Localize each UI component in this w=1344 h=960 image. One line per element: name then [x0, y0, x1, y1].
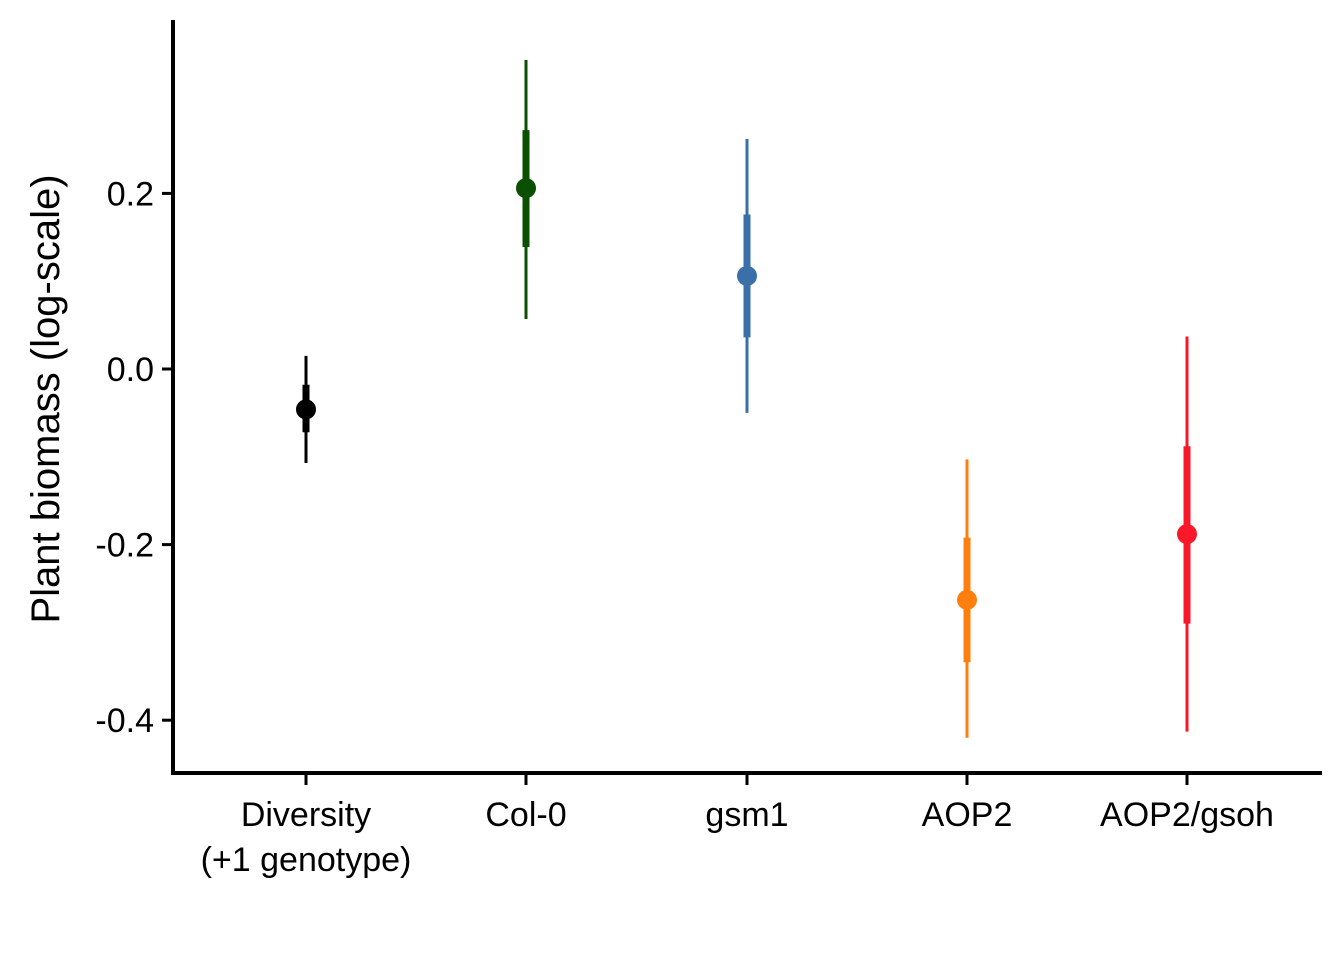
point-range: [957, 459, 977, 738]
x-axis-ticks: Diversity (+1 genotype) Col-0 gsm1 AOP2 AOP2/…: [201, 773, 1274, 879]
point-estimate: [737, 265, 757, 286]
y-tick-label: 0.0: [107, 351, 154, 389]
point-ranges: [296, 59, 1197, 738]
y-tick-label: -0.2: [95, 527, 154, 565]
x-tick-label: (+1 genotype): [201, 841, 412, 879]
y-tick-label: -0.4: [95, 702, 154, 740]
point-estimate: [296, 399, 316, 420]
point-range: [296, 355, 316, 463]
y-axis-title: Plant biomass (log-scale): [24, 174, 68, 623]
point-estimate: [516, 178, 536, 199]
x-tick-label: Col-0: [485, 796, 566, 834]
point-estimate: [1177, 524, 1197, 545]
y-axis-ticks: 0.2 0.0 -0.2 -0.4: [95, 175, 173, 740]
point-range: [737, 138, 757, 413]
x-tick-label: AOP2: [922, 796, 1013, 834]
point-range: [516, 59, 536, 319]
x-tick-label: AOP2/gsoh: [1100, 796, 1274, 834]
x-tick-label: Diversity: [241, 796, 371, 834]
point-estimate: [957, 589, 977, 610]
x-tick-label: gsm1: [705, 796, 788, 834]
y-tick-label: 0.2: [107, 175, 154, 213]
point-range: [1177, 336, 1197, 732]
